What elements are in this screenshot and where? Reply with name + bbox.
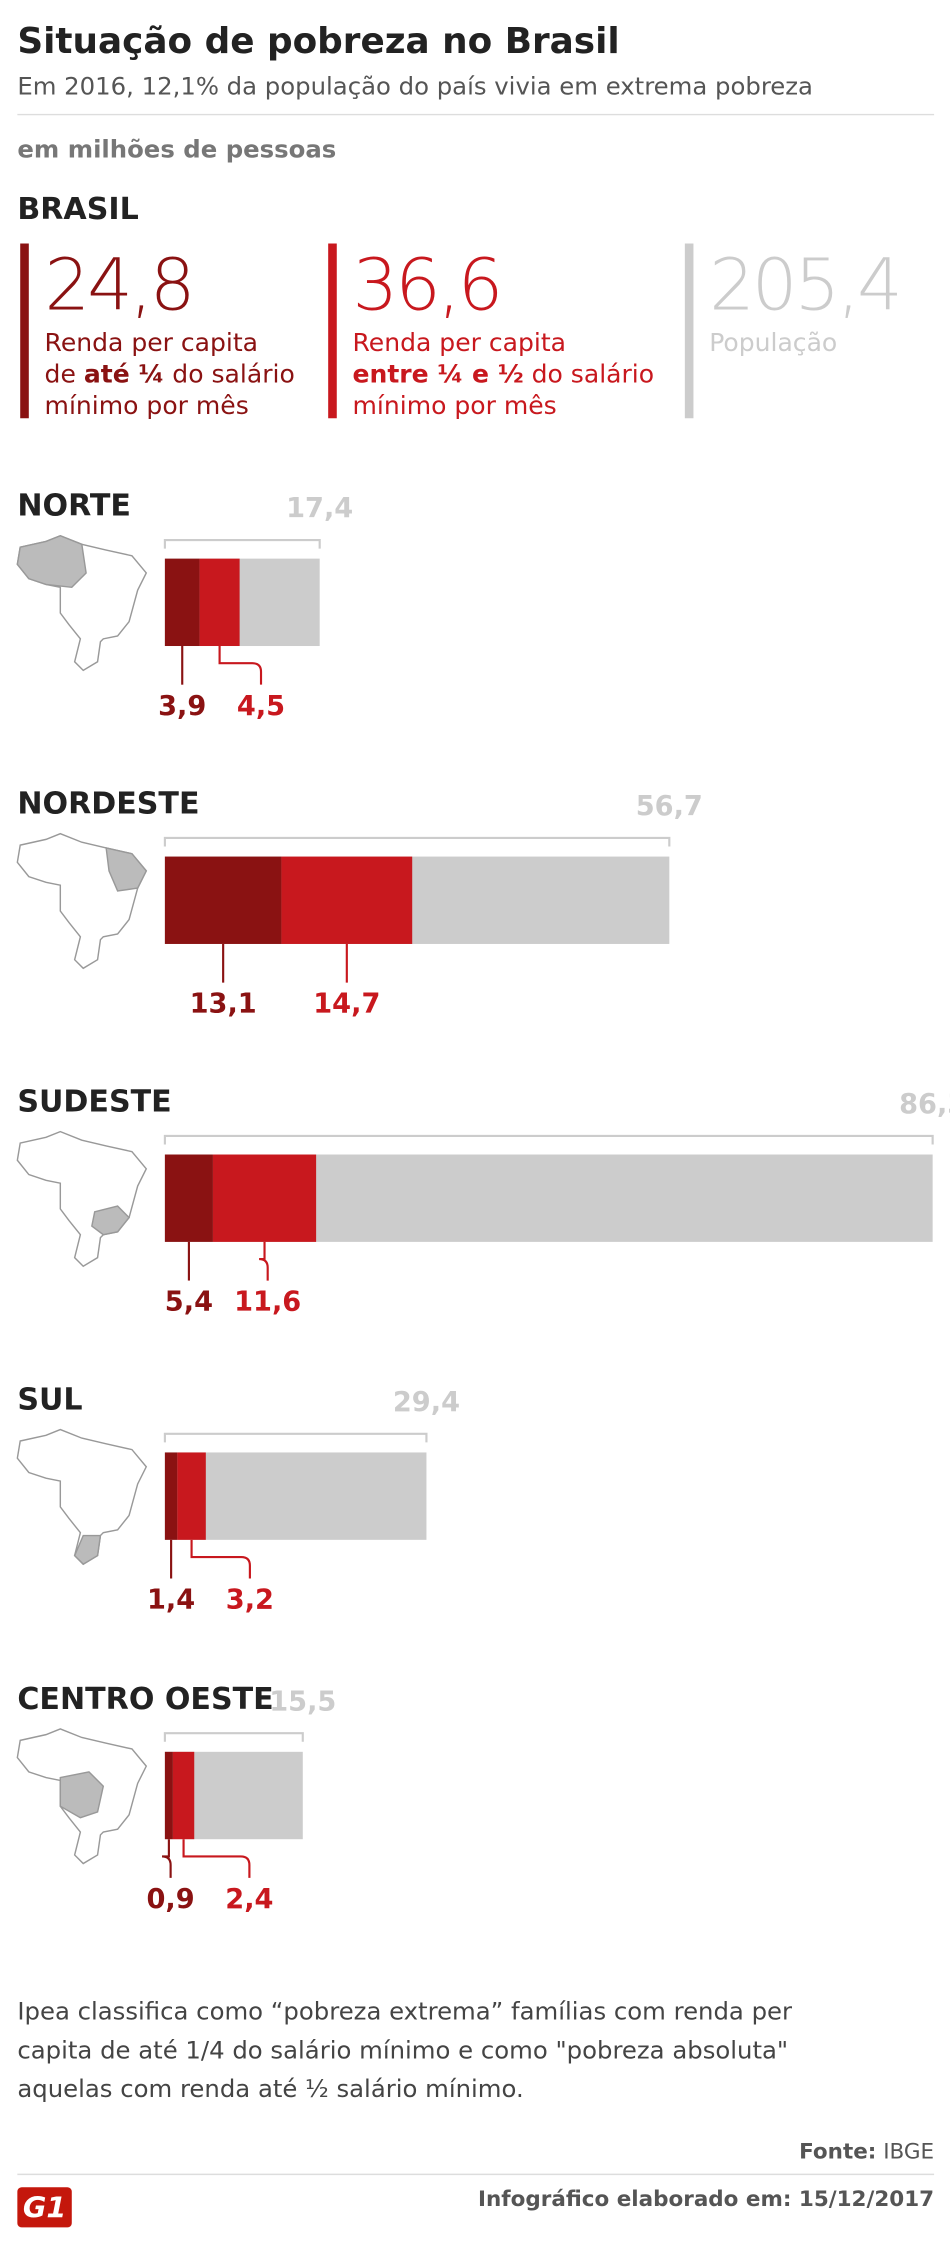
unit: em milhões de pessoas bbox=[17, 135, 336, 164]
population-label: 17,4 bbox=[286, 493, 353, 524]
poverty-bar bbox=[164, 1154, 213, 1242]
credit: Infográfico elaborado em: 15/12/2017 bbox=[478, 2187, 934, 2212]
poverty-bar bbox=[281, 856, 413, 944]
desc-part: mínimo por mês bbox=[353, 391, 557, 420]
desc-part: do salário bbox=[524, 359, 654, 388]
poverty-bar bbox=[177, 1452, 206, 1540]
map bbox=[16, 832, 148, 970]
desc-part: até ¼ bbox=[84, 359, 165, 388]
stat-desc: Renda per capita bbox=[45, 328, 258, 357]
population-bracket bbox=[163, 1732, 304, 1742]
stat-desc: de até ¼ do salário bbox=[45, 359, 295, 388]
source-label: Fonte: bbox=[799, 2140, 876, 2165]
title: Situação de pobreza no Brasil bbox=[17, 21, 619, 62]
source-name: IBGE bbox=[883, 2140, 934, 2165]
population-bracket bbox=[163, 538, 321, 549]
region-name: SUL bbox=[17, 1382, 82, 1417]
value-label: 14,7 bbox=[313, 989, 380, 1020]
population-bracket bbox=[163, 1134, 934, 1145]
leader bbox=[190, 1539, 251, 1579]
poverty-bar bbox=[164, 1452, 178, 1540]
value-label: 3,2 bbox=[226, 1585, 274, 1616]
region-name: NORDESTE bbox=[17, 787, 199, 822]
note: Ipea classifica como “pobreza extrema” f… bbox=[17, 1997, 793, 2026]
logo: G1 bbox=[23, 2190, 66, 2224]
map-region bbox=[91, 1205, 131, 1236]
region-name: NORTE bbox=[17, 489, 131, 524]
leader bbox=[259, 1241, 269, 1281]
population-label: 86,3 bbox=[899, 1089, 950, 1120]
stat-value: 205,4 bbox=[709, 243, 900, 326]
stat-value: 24,8 bbox=[45, 243, 193, 326]
value-label: 5,4 bbox=[165, 1287, 213, 1318]
poverty-bar bbox=[164, 856, 282, 944]
desc-part: entre ¼ e ½ bbox=[353, 359, 524, 388]
leader bbox=[218, 646, 263, 685]
leader bbox=[161, 1839, 172, 1878]
poverty-bar bbox=[199, 558, 240, 647]
poverty-bar bbox=[212, 1154, 317, 1242]
stat-bar bbox=[328, 243, 337, 419]
stat-desc: mínimo por mês bbox=[45, 391, 249, 420]
value-label: 0,9 bbox=[147, 1884, 195, 1915]
poverty-bar bbox=[164, 558, 200, 647]
desc-part: do salário bbox=[164, 359, 294, 388]
desc-part: Renda per capita bbox=[45, 328, 258, 357]
population-bracket bbox=[163, 1432, 428, 1443]
stat-bar bbox=[20, 243, 29, 419]
value-label: 1,4 bbox=[147, 1585, 195, 1616]
stat-value: 36,6 bbox=[353, 243, 501, 326]
map-region bbox=[16, 534, 87, 589]
note: capita de até 1/4 do salário mínimo e co… bbox=[17, 2035, 788, 2064]
desc-part: mínimo por mês bbox=[45, 391, 249, 420]
population-label: 29,4 bbox=[393, 1387, 460, 1418]
leader bbox=[182, 1839, 251, 1878]
stat-desc: mínimo por mês bbox=[353, 391, 557, 420]
desc-part: de bbox=[45, 359, 84, 388]
poverty-bar bbox=[164, 1751, 173, 1840]
region-name: CENTRO OESTE bbox=[17, 1682, 273, 1717]
logo-box bbox=[17, 2187, 72, 2228]
value-label: 13,1 bbox=[190, 989, 257, 1020]
desc-part: Renda per capita bbox=[353, 328, 566, 357]
desc-part: População bbox=[709, 328, 837, 357]
region-name: SUDESTE bbox=[17, 1085, 171, 1120]
source: Fonte: IBGE bbox=[799, 2140, 934, 2165]
map-region bbox=[59, 1771, 105, 1819]
brasil-label: BRASIL bbox=[17, 192, 138, 227]
poverty-bar bbox=[172, 1751, 195, 1840]
value-label: 2,4 bbox=[225, 1884, 273, 1915]
population-bracket bbox=[163, 836, 671, 847]
map-outline bbox=[16, 1130, 148, 1268]
stat-desc: Renda per capita bbox=[353, 328, 566, 357]
population-bar bbox=[164, 1452, 427, 1540]
map bbox=[16, 1728, 148, 1865]
subtitle: Em 2016, 12,1% da população do país vivi… bbox=[17, 72, 813, 101]
map bbox=[16, 1428, 148, 1566]
map bbox=[16, 1130, 148, 1268]
note: aquelas com renda até ½ salário mínimo. bbox=[17, 2074, 523, 2103]
map bbox=[16, 534, 148, 672]
value-label: 3,9 bbox=[158, 691, 206, 722]
stat-bar bbox=[684, 243, 694, 419]
value-label: 11,6 bbox=[234, 1287, 301, 1318]
map-region bbox=[73, 1534, 102, 1566]
value-label: 4,5 bbox=[237, 691, 285, 722]
population-label: 56,7 bbox=[636, 791, 703, 822]
stat-desc: População bbox=[709, 328, 837, 357]
map-region bbox=[105, 847, 148, 892]
population-label: 15,5 bbox=[269, 1686, 336, 1717]
stat-desc: entre ¼ e ½ do salário bbox=[353, 359, 655, 388]
